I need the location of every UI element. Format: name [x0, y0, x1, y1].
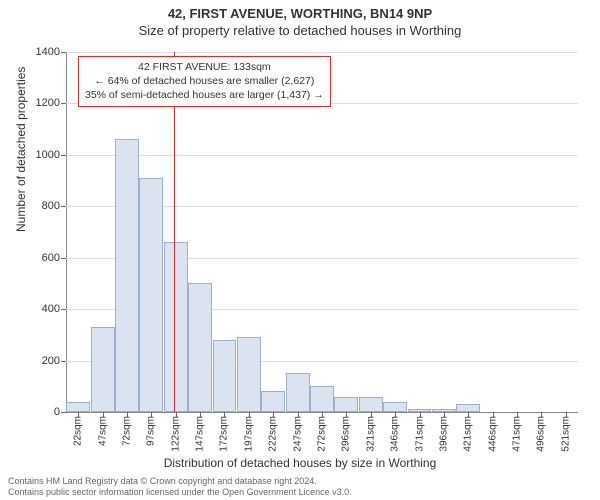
xtick-label: 247sqm [292, 416, 303, 452]
xtick-label: 496sqm [536, 416, 547, 452]
xtick-label: 471sqm [512, 416, 523, 452]
xtick-label: 147sqm [195, 416, 206, 452]
histogram-bar [139, 178, 163, 412]
annotation-line-2: ← 64% of detached houses are smaller (2,… [85, 74, 324, 88]
xtick-label: 321sqm [365, 416, 376, 452]
xtick-label: 521sqm [560, 416, 571, 452]
ytick-label: 400 [42, 303, 60, 315]
xtick-label: 272sqm [317, 416, 328, 452]
annotation-box: 42 FIRST AVENUE: 133sqm← 64% of detached… [78, 56, 331, 107]
x-axis-label: Distribution of detached houses by size … [0, 456, 600, 470]
ytick-label: 1400 [36, 46, 60, 58]
annotation-line-1: 42 FIRST AVENUE: 133sqm [85, 60, 324, 74]
histogram-bar [456, 404, 480, 412]
ytick-label: 800 [42, 200, 60, 212]
xtick-label: 371sqm [414, 416, 425, 452]
annotation-line-3: 35% of semi-detached houses are larger (… [85, 88, 324, 102]
histogram-bar [334, 397, 358, 412]
ytick-mark [61, 155, 66, 156]
histogram-bar [310, 386, 334, 412]
histogram-bar [237, 337, 261, 412]
xtick-label: 72sqm [121, 416, 132, 446]
ytick-mark [61, 412, 66, 413]
title-block: 42, FIRST AVENUE, WORTHING, BN14 9NP Siz… [0, 0, 600, 38]
histogram-bar [188, 283, 212, 412]
ytick-mark [61, 361, 66, 362]
xtick-label: 97sqm [146, 416, 157, 446]
histogram-bar [261, 391, 285, 412]
histogram-bar [213, 340, 237, 412]
xtick-label: 222sqm [268, 416, 279, 452]
ytick-label: 1000 [36, 149, 60, 161]
ytick-mark [61, 309, 66, 310]
gridline [66, 155, 578, 156]
xtick-label: 47sqm [97, 416, 108, 446]
footer-attribution: Contains HM Land Registry data © Crown c… [8, 476, 352, 498]
footer-line-2: Contains public sector information licen… [8, 487, 352, 498]
histogram-bar [115, 139, 139, 412]
page-title: 42, FIRST AVENUE, WORTHING, BN14 9NP [0, 6, 600, 21]
y-axis-line [66, 52, 67, 412]
ytick-mark [61, 52, 66, 53]
xtick-label: 22sqm [73, 416, 84, 446]
xtick-label: 421sqm [463, 416, 474, 452]
ytick-label: 600 [42, 252, 60, 264]
xtick-label: 172sqm [219, 416, 230, 452]
histogram-bar [286, 373, 310, 412]
histogram-bar [359, 397, 383, 412]
histogram-bar [91, 327, 115, 412]
histogram-bar [66, 402, 90, 412]
xtick-label: 197sqm [243, 416, 254, 452]
xtick-label: 396sqm [438, 416, 449, 452]
xtick-label: 346sqm [390, 416, 401, 452]
page-subtitle: Size of property relative to detached ho… [0, 23, 600, 38]
footer-line-1: Contains HM Land Registry data © Crown c… [8, 476, 352, 487]
ytick-label: 0 [54, 406, 60, 418]
ytick-mark [61, 103, 66, 104]
histogram-bar [164, 242, 188, 412]
ytick-label: 1200 [36, 97, 60, 109]
xtick-label: 296sqm [341, 416, 352, 452]
histogram-bar [383, 402, 407, 412]
ytick-label: 200 [42, 355, 60, 367]
xtick-label: 122sqm [170, 416, 181, 452]
xtick-label: 446sqm [487, 416, 498, 452]
gridline [66, 52, 578, 53]
ytick-mark [61, 206, 66, 207]
y-axis-label: Number of detached properties [14, 67, 28, 232]
histogram-chart: 020040060080010001200140022sqm47sqm72sqm… [66, 52, 578, 412]
ytick-mark [61, 258, 66, 259]
